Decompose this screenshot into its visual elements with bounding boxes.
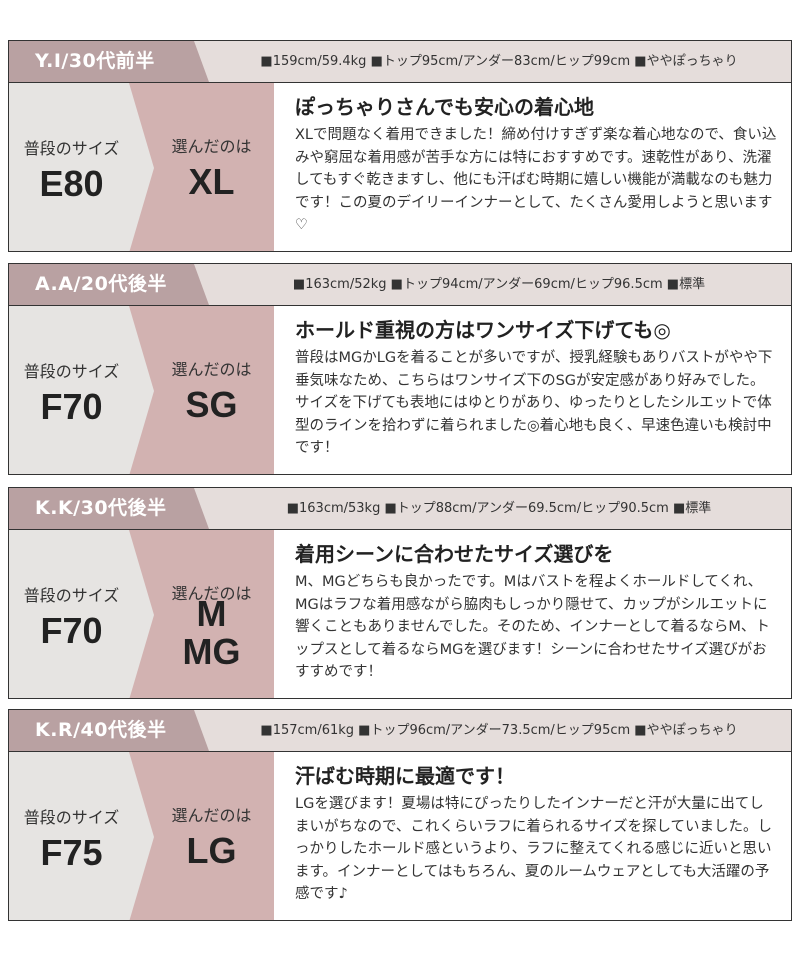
chosen-size-label: 選んだのは bbox=[171, 584, 252, 603]
usual-size-panel bbox=[9, 83, 154, 251]
usual-size-value: F70 bbox=[40, 386, 103, 427]
review-title: ぽっちゃりさんでも安心の着心地 bbox=[295, 95, 594, 119]
usual-size-label: 普段のサイズ bbox=[23, 808, 120, 827]
reviewer-name: Y.I/30代前半 bbox=[9, 41, 209, 82]
reviewer-name: K.K/30代後半 bbox=[9, 488, 209, 529]
usual-size-label: 普段のサイズ bbox=[23, 586, 120, 605]
review-header: A.A/20代後半 ■163cm/52kg ■トップ94cm/アンダー69cm/… bbox=[9, 264, 791, 306]
usual-size-panel bbox=[9, 752, 154, 920]
usual-size-label: 普段のサイズ bbox=[23, 139, 120, 158]
review-text: M、MGどちらも良かったです。Mはバストを程よくホールドしてくれ、MGはラフな着… bbox=[295, 574, 770, 680]
usual-size-panel bbox=[9, 530, 154, 698]
review-body: 普段のサイズ E80 選んだのは XL ぽっちゃりさんでも安心の着心地 XLで問… bbox=[9, 83, 791, 251]
reviewer-stats: ■163cm/52kg ■トップ94cm/アンダー69cm/ヒップ96.5cm … bbox=[292, 277, 706, 292]
review-body: 普段のサイズ F70 選んだのは SG ホールド重視の方はワンサイズ下げても◎ … bbox=[9, 306, 791, 474]
chosen-size-value: M MG bbox=[182, 593, 241, 672]
reviewer-stats: ■159cm/59.4kg ■トップ95cm/アンダー83cm/ヒップ99cm … bbox=[260, 54, 738, 69]
chosen-size-value: SG bbox=[185, 384, 238, 425]
review-text: 普段はMGかLGを着ることが多いですが、授乳経験もありバストがやや下垂気味なため… bbox=[295, 350, 773, 456]
review-header: Y.I/30代前半 ■159cm/59.4kg ■トップ95cm/アンダー83c… bbox=[9, 41, 791, 83]
review-header: K.K/30代後半 ■163cm/53kg ■トップ88cm/アンダー69.5c… bbox=[9, 488, 791, 530]
review-text: XLで問題なく着用できました！締め付けすぎず楽な着心地なので、食い込みや窮屈な着… bbox=[295, 127, 777, 233]
review-card: Y.I/30代前半 ■159cm/59.4kg ■トップ95cm/アンダー83c… bbox=[8, 40, 792, 252]
review-card: K.K/30代後半 ■163cm/53kg ■トップ88cm/アンダー69.5c… bbox=[8, 487, 792, 699]
usual-size-label: 普段のサイズ bbox=[23, 362, 120, 381]
review-title: 汗ばむ時期に最適です！ bbox=[295, 764, 515, 788]
review-title: ホールド重視の方はワンサイズ下げても◎ bbox=[295, 318, 671, 342]
usual-size-value: F70 bbox=[40, 610, 103, 651]
reviewer-stats: ■163cm/53kg ■トップ88cm/アンダー69.5cm/ヒップ90.5c… bbox=[286, 501, 712, 516]
chosen-size-label: 選んだのは bbox=[171, 360, 252, 379]
reviewer-stats: ■157cm/61kg ■トップ96cm/アンダー73.5cm/ヒップ95cm … bbox=[260, 723, 738, 738]
chosen-size-label: 選んだのは bbox=[171, 137, 252, 156]
review-body: 普段のサイズ F70 選んだのは M MG 着用シーンに合わせたサイズ選びを M… bbox=[9, 530, 791, 698]
review-header: K.R/40代後半 ■157cm/61kg ■トップ96cm/アンダー73.5c… bbox=[9, 710, 791, 752]
review-card: A.A/20代後半 ■163cm/52kg ■トップ94cm/アンダー69cm/… bbox=[8, 263, 792, 475]
review-card: K.R/40代後半 ■157cm/61kg ■トップ96cm/アンダー73.5c… bbox=[8, 709, 792, 921]
chosen-size-label: 選んだのは bbox=[171, 806, 252, 825]
reviewer-name: A.A/20代後半 bbox=[9, 264, 209, 305]
chosen-size-value: LG bbox=[186, 830, 237, 871]
review-title: 着用シーンに合わせたサイズ選びを bbox=[295, 542, 614, 566]
chosen-size-value: XL bbox=[188, 161, 235, 202]
usual-size-value: E80 bbox=[39, 163, 104, 204]
usual-size-panel bbox=[9, 306, 154, 474]
review-body: 普段のサイズ F75 選んだのは LG 汗ばむ時期に最適です！ LGを選びます！… bbox=[9, 752, 791, 920]
usual-size-value: F75 bbox=[40, 832, 103, 873]
reviewer-name: K.R/40代後半 bbox=[9, 710, 209, 751]
review-text: LGを選びます！夏場は特にぴったりしたインナーだと汗が大量に出てしまいがちなので… bbox=[295, 796, 773, 902]
